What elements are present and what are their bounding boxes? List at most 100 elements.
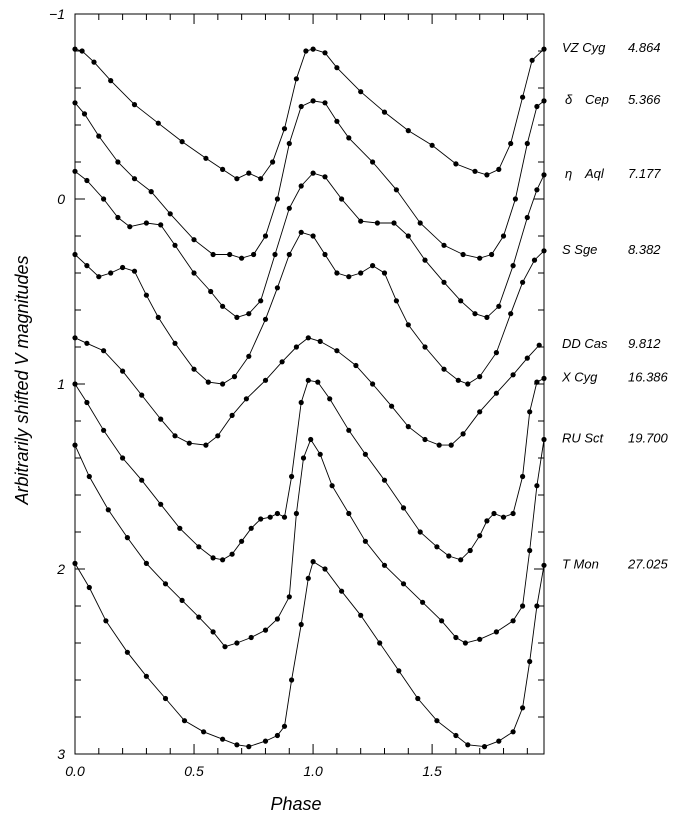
data-point xyxy=(310,559,316,565)
data-point xyxy=(298,103,304,110)
data-point xyxy=(415,695,421,702)
data-point xyxy=(210,555,216,561)
y-tick-label: 3 xyxy=(57,746,65,762)
x-tick-label: 1.5 xyxy=(422,763,442,779)
data-point xyxy=(262,377,269,383)
data-point xyxy=(246,353,252,359)
data-point xyxy=(541,436,547,443)
data-point xyxy=(422,257,428,263)
data-point xyxy=(434,718,440,724)
x-tick-label: 1.0 xyxy=(303,763,323,779)
data-point xyxy=(84,399,90,406)
data-point xyxy=(72,442,78,448)
data-point xyxy=(460,431,466,437)
data-point xyxy=(231,374,238,380)
data-point xyxy=(453,732,459,739)
data-point xyxy=(362,451,368,457)
data-point xyxy=(339,588,345,594)
light-curve-series xyxy=(72,436,547,650)
data-point xyxy=(310,46,316,52)
data-point xyxy=(370,263,376,269)
data-point xyxy=(441,279,447,285)
data-point xyxy=(493,350,499,356)
data-point xyxy=(520,473,526,480)
data-point xyxy=(274,616,280,622)
data-point xyxy=(305,335,311,341)
star-labels: VZ Cyg 4.864 δ Cep 5.366 η Aql 7.177 S Sge 8.382 D… xyxy=(561,40,669,571)
data-point xyxy=(300,455,307,461)
data-point xyxy=(510,372,516,378)
data-point xyxy=(393,298,399,304)
star-period: 19.700 xyxy=(628,431,669,446)
data-point xyxy=(448,442,454,448)
data-point xyxy=(139,477,145,483)
data-point xyxy=(439,618,445,624)
plot-frame xyxy=(74,13,545,755)
data-point xyxy=(272,251,278,258)
data-point xyxy=(524,214,530,221)
data-point xyxy=(405,128,411,134)
data-point xyxy=(274,196,280,202)
light-curve-series xyxy=(72,335,542,448)
data-point xyxy=(229,412,235,418)
data-point xyxy=(108,78,114,84)
data-point xyxy=(286,594,292,600)
data-point xyxy=(96,133,102,139)
data-point xyxy=(455,377,461,383)
data-point xyxy=(286,251,292,258)
star-label: DD Cas 9.812 xyxy=(562,336,661,351)
data-point xyxy=(322,566,328,572)
data-point xyxy=(274,510,280,517)
data-point xyxy=(205,379,211,385)
data-point xyxy=(143,673,149,679)
data-point xyxy=(441,242,447,248)
light-curve-series xyxy=(72,46,547,182)
star-label: S Sge 8.382 xyxy=(562,242,661,257)
data-point xyxy=(79,48,85,54)
data-point xyxy=(393,187,399,193)
data-point xyxy=(248,525,254,531)
star-name: X Cyg xyxy=(561,369,598,384)
data-point xyxy=(462,640,468,646)
light-curve-line xyxy=(74,337,540,446)
data-point xyxy=(489,251,495,258)
star-period: 4.864 xyxy=(628,40,661,55)
data-point xyxy=(84,177,90,184)
data-point xyxy=(358,218,364,224)
data-point xyxy=(362,538,368,544)
star-label: δ Cep 5.366 xyxy=(565,92,661,107)
data-point xyxy=(289,473,295,480)
data-point xyxy=(510,263,516,269)
data-point xyxy=(381,477,388,483)
light-curve-series xyxy=(72,229,547,387)
data-point xyxy=(262,627,269,633)
data-point xyxy=(520,603,526,609)
data-point xyxy=(541,46,547,52)
data-point xyxy=(477,533,483,539)
data-point xyxy=(262,738,269,744)
data-point xyxy=(162,581,169,587)
data-point xyxy=(446,553,452,559)
data-point xyxy=(72,335,78,341)
data-point xyxy=(496,166,502,172)
data-point xyxy=(281,723,288,729)
data-point xyxy=(334,65,340,71)
star-label: η Aql 7.177 xyxy=(565,166,661,181)
data-point xyxy=(143,560,149,567)
data-point xyxy=(381,270,388,276)
light-curve-line xyxy=(74,231,545,385)
light-curve-series xyxy=(72,168,547,320)
data-point xyxy=(222,644,228,650)
data-point xyxy=(91,59,97,65)
data-point xyxy=(510,618,516,624)
data-point xyxy=(234,314,240,320)
data-point xyxy=(172,340,178,346)
data-point xyxy=(467,547,473,554)
data-point xyxy=(496,303,502,309)
data-point xyxy=(477,636,483,642)
data-point xyxy=(524,140,530,147)
data-point xyxy=(484,314,490,320)
data-point xyxy=(270,159,276,165)
data-point xyxy=(281,126,288,132)
star-name: S Sge xyxy=(562,242,597,257)
